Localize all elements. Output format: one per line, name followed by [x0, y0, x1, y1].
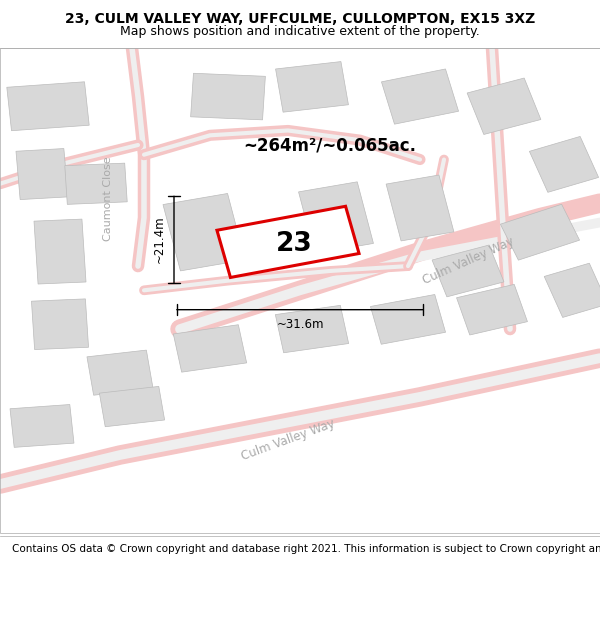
- Polygon shape: [10, 404, 74, 448]
- Polygon shape: [370, 294, 446, 344]
- Polygon shape: [7, 82, 89, 131]
- Text: Contains OS data © Crown copyright and database right 2021. This information is : Contains OS data © Crown copyright and d…: [12, 544, 600, 554]
- Polygon shape: [500, 204, 580, 260]
- Text: Culm Valley Way: Culm Valley Way: [421, 235, 515, 288]
- Polygon shape: [217, 206, 359, 278]
- Text: 23, CULM VALLEY WAY, UFFCULME, CULLOMPTON, EX15 3XZ: 23, CULM VALLEY WAY, UFFCULME, CULLOMPTO…: [65, 12, 535, 26]
- Text: Map shows position and indicative extent of the property.: Map shows position and indicative extent…: [120, 24, 480, 38]
- Polygon shape: [529, 136, 599, 192]
- Polygon shape: [544, 263, 600, 318]
- Text: ~31.6m: ~31.6m: [276, 318, 324, 331]
- Polygon shape: [163, 194, 245, 271]
- Polygon shape: [275, 62, 349, 112]
- Text: Caumont Close: Caumont Close: [103, 156, 113, 241]
- Text: ~21.4m: ~21.4m: [152, 216, 166, 263]
- Polygon shape: [65, 163, 127, 204]
- Polygon shape: [16, 149, 68, 199]
- Polygon shape: [31, 299, 89, 349]
- Text: 23: 23: [275, 231, 313, 258]
- Text: ~264m²/~0.065ac.: ~264m²/~0.065ac.: [244, 136, 416, 154]
- Polygon shape: [275, 306, 349, 352]
- Polygon shape: [386, 175, 454, 241]
- Polygon shape: [191, 73, 265, 120]
- Polygon shape: [467, 78, 541, 134]
- Polygon shape: [34, 219, 86, 284]
- Polygon shape: [432, 245, 504, 297]
- Polygon shape: [87, 350, 153, 395]
- Polygon shape: [382, 69, 458, 124]
- Polygon shape: [457, 284, 527, 335]
- Polygon shape: [299, 182, 373, 254]
- Text: Culm Valley Way: Culm Valley Way: [239, 418, 337, 464]
- Polygon shape: [100, 386, 164, 427]
- Polygon shape: [173, 325, 247, 372]
